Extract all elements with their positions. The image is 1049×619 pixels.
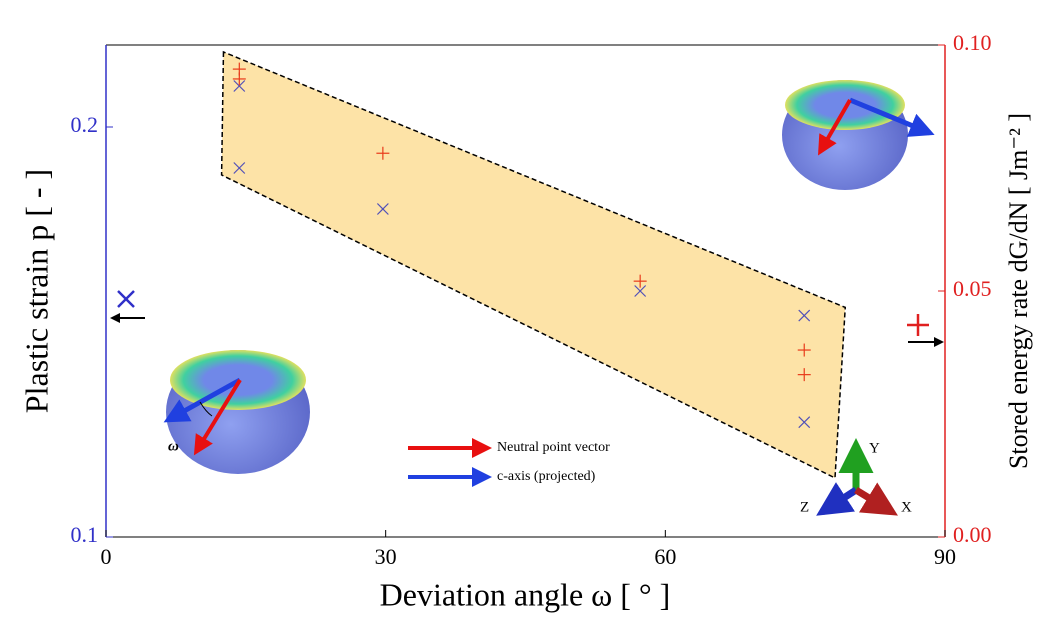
point: [376, 203, 389, 215]
triad-label: X: [901, 499, 912, 515]
y-tick-label: 0.2: [71, 112, 99, 137]
legend-label: c-axis (projected): [497, 469, 596, 484]
marker-stroke: [798, 416, 811, 429]
point: [232, 72, 246, 86]
x-tick-label: 30: [375, 544, 397, 569]
triad-label: Z: [800, 499, 809, 515]
inset-top: [782, 80, 935, 190]
legend-label: Neutral point vector: [497, 440, 610, 455]
point: [634, 285, 647, 297]
point: [798, 416, 811, 429]
point: [633, 274, 647, 288]
marker-stroke: [233, 162, 246, 174]
y2-tick-label: 0.05: [953, 276, 992, 301]
point: [798, 309, 811, 322]
axis-triad: Y Z X: [800, 438, 912, 516]
point: [233, 162, 246, 174]
point: [797, 368, 811, 382]
marker-stroke: [233, 80, 246, 92]
right-indicator: [907, 314, 944, 347]
point: [376, 146, 390, 160]
inset-label: ω: [168, 438, 179, 454]
point: [233, 80, 246, 92]
y-axis-label: Plastic strain p [ - ]: [18, 169, 54, 413]
marker-stroke: [634, 285, 647, 297]
y2-tick-label: 0.00: [953, 522, 992, 547]
point: [797, 343, 811, 357]
y2-tick-label: 0.10: [953, 30, 992, 55]
marker-stroke: [798, 309, 811, 322]
y2-axis-label: Stored energy rate dG/dN [ Jm⁻² ]: [1004, 113, 1033, 469]
x-tick-label: 60: [654, 544, 676, 569]
marker-stroke: [376, 203, 389, 215]
shaded-region: [220, 50, 847, 480]
left-indicator: [110, 290, 145, 323]
inset-bottom: ω: [163, 350, 310, 474]
x-tick-label: 0: [101, 544, 112, 569]
triad-label: Y: [869, 440, 880, 456]
y-tick-label: 0.1: [71, 522, 99, 547]
x-tick-label: 90: [934, 544, 956, 569]
x-axis-label: Deviation angle ω [ ° ]: [380, 576, 671, 612]
